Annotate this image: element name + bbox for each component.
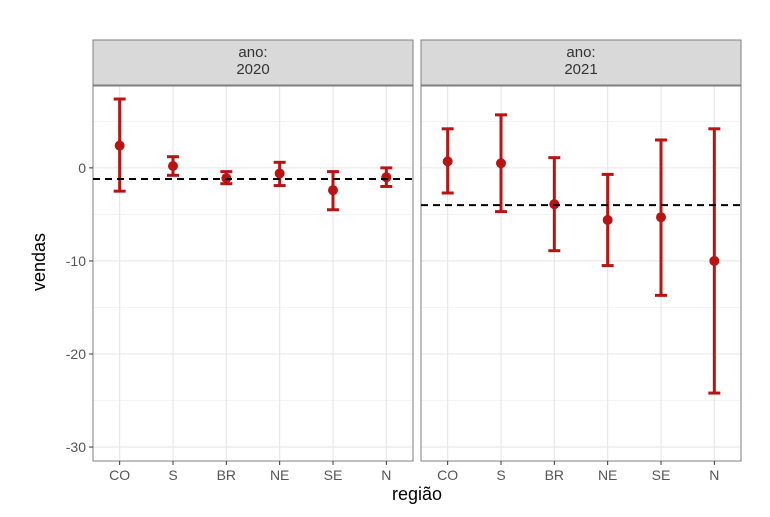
x-axis-1: CO S BR NE SE N	[109, 461, 391, 483]
x-axes: CO S BR NE SE N CO S BR NE SE N	[109, 461, 719, 483]
x-tick-label: SE	[652, 467, 671, 483]
data-point-S	[168, 161, 178, 172]
y-axis-title: vendas	[29, 233, 49, 291]
errorbar-CO	[441, 127, 454, 195]
x-tick-label: NE	[598, 467, 617, 483]
panel-background	[421, 86, 741, 461]
data-point-NE	[602, 214, 613, 225]
data-point-CO	[114, 140, 125, 151]
panel-border	[92, 85, 414, 462]
y-tick-label: -20	[66, 346, 86, 362]
x-axis-title: região	[392, 484, 442, 504]
x-tick-label: SE	[324, 467, 343, 483]
x-tick-label: BR	[545, 467, 564, 483]
errorbar-NE	[273, 160, 286, 188]
y-tick-label: -30	[66, 439, 86, 455]
x-tick-label: N	[709, 467, 719, 483]
facet-panel-1: ano:2020	[92, 39, 414, 462]
data-point-S	[496, 158, 506, 169]
facet-strip	[420, 39, 742, 86]
data-point-SE	[656, 212, 666, 223]
data-point-NE	[274, 168, 285, 179]
panel-background	[93, 86, 413, 461]
data-point-CO	[442, 156, 453, 167]
data-point-N	[709, 255, 720, 266]
errorbar-N	[380, 166, 393, 188]
panel-border	[420, 85, 742, 462]
errorbar-SE	[655, 138, 667, 297]
errorbar-S	[167, 155, 179, 177]
x-tick-label: CO	[437, 467, 458, 483]
errorbar-NE	[601, 172, 614, 268]
x-axis-2: CO S BR NE SE N	[437, 461, 719, 483]
x-tick-label: S	[496, 467, 505, 483]
facet-strip-label: 2021	[564, 61, 597, 78]
facet-strip-label: ano:	[566, 44, 595, 61]
y-tick-label: 0	[78, 160, 86, 176]
errorbar-SE	[327, 170, 339, 212]
x-tick-label: N	[381, 467, 391, 483]
errorbar-S	[495, 113, 507, 214]
facet-strip	[92, 39, 414, 86]
x-tick-label: BR	[217, 467, 236, 483]
x-tick-label: CO	[109, 467, 130, 483]
data-point-N	[381, 172, 392, 183]
errorbar-N	[708, 127, 721, 395]
x-tick-label: NE	[270, 467, 289, 483]
y-tick-label: -10	[66, 253, 86, 269]
errorbar-CO	[113, 97, 126, 193]
data-point-SE	[328, 185, 338, 196]
facet-strip-label: 2020	[236, 61, 269, 78]
y-axis: 0 -10 -20 -30	[66, 160, 93, 455]
facet-strip-label: ano:	[238, 44, 267, 61]
x-tick-label: S	[168, 467, 177, 483]
facet-panel-2: ano:2021	[420, 39, 742, 462]
